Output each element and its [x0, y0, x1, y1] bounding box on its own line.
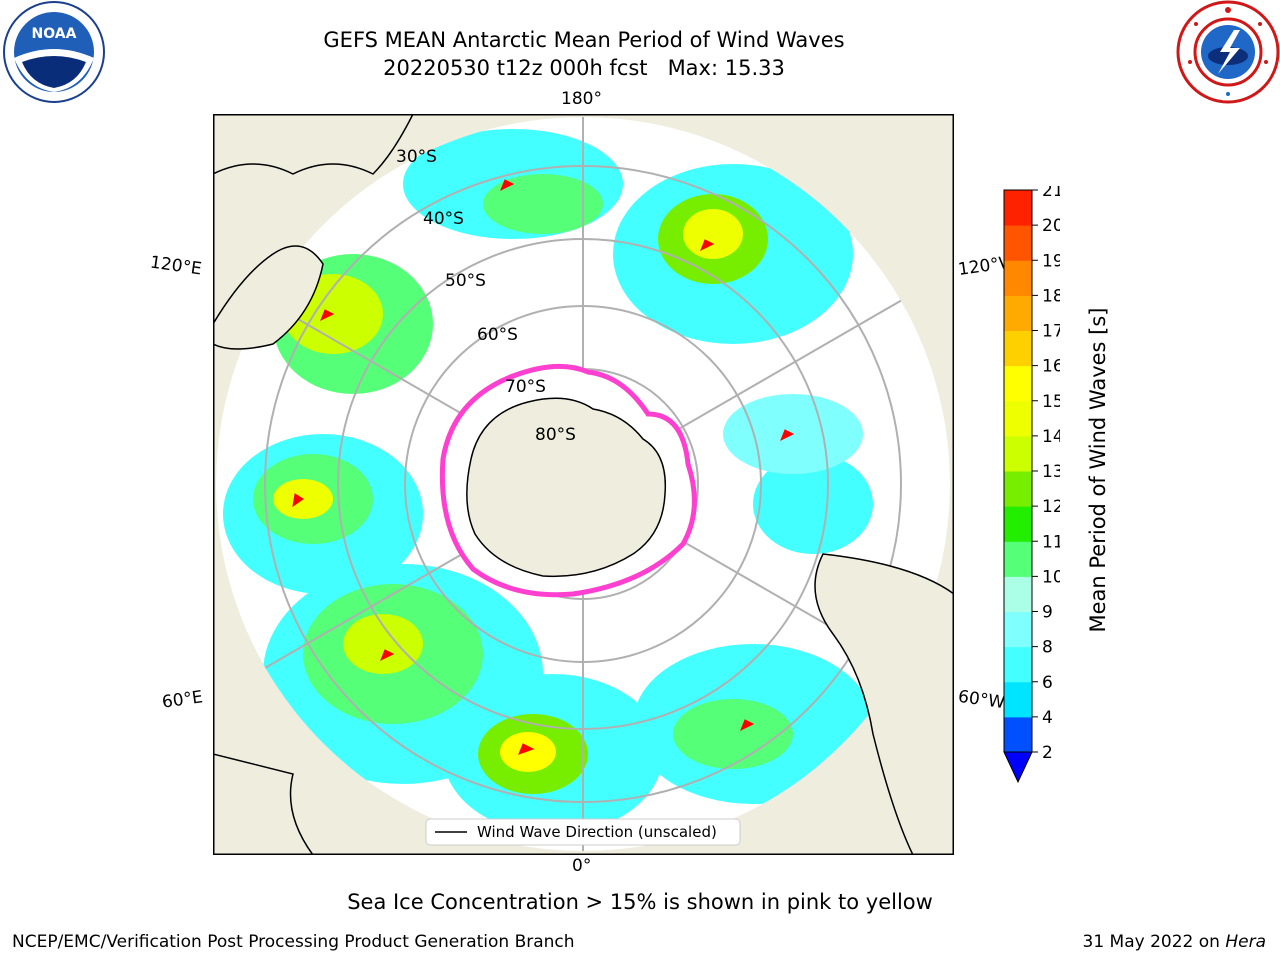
svg-text:NOAA: NOAA [32, 26, 77, 42]
colorbar-tick-label: 16 [1042, 357, 1060, 377]
wave-arrow [320, 309, 335, 322]
longitude-label-60e: 60°E [160, 687, 205, 713]
wave-direction-arrows [292, 179, 795, 755]
map-legend: Wind Wave Direction (unscaled) [425, 818, 741, 846]
colorbar-segment [1004, 260, 1032, 296]
wave-arrow [700, 239, 715, 252]
colorbar-tick-label: 14 [1042, 427, 1060, 447]
latitude-label-80s: 80°S [535, 425, 576, 445]
chart-title-line1: GEFS MEAN Antarctic Mean Period of Wind … [323, 28, 845, 52]
latitude-label-50s: 50°S [445, 271, 486, 291]
footer-branch: NCEP/EMC/Verification Post Processing Pr… [12, 932, 575, 952]
noaa-logo: NOAA [3, 1, 105, 103]
colorbar-segment [1004, 295, 1032, 331]
colorbar-tick-label: 6 [1042, 673, 1053, 693]
continents [213, 114, 954, 855]
colorbar-segment [1004, 611, 1032, 648]
wave-arrow [518, 743, 535, 755]
colorbar-tick-label: 12 [1042, 497, 1060, 517]
southeast-coast-continent [213, 753, 314, 855]
chart-title-line2: 20220530 t12z 000h fcst Max: 15.33 [383, 56, 785, 80]
wave-arrow [380, 649, 395, 662]
longitude-label-60w: 60°W [956, 686, 1007, 714]
colorbar-tick-label: 9 [1042, 603, 1053, 623]
latitude-label-40s: 40°S [423, 209, 464, 229]
colorbar-segments [1003, 189, 1033, 753]
map-border [213, 114, 954, 855]
colorbar-tick-label: 20 [1042, 216, 1060, 236]
colorbar-ticks: 2 4 6 8 9 10 11 12 13 14 15 16 17 18 19 20 21 [1032, 186, 1060, 763]
wave-arrow [292, 493, 304, 508]
footer-date: 31 May 2022 on Hera [1082, 932, 1267, 952]
colorbar-segment [1004, 365, 1032, 402]
colorbar-tick-label: 15 [1042, 392, 1060, 412]
colorbar-segment [1004, 471, 1032, 507]
colorbar-segment [1004, 435, 1032, 472]
colorbar-segment [1004, 400, 1032, 437]
colorbar-segment [1004, 541, 1032, 577]
latitude-label-30s: 30°S [396, 147, 437, 167]
longitude-label-0: 0° [572, 856, 592, 876]
australia-continent [213, 245, 324, 350]
sea-ice-footnote: Sea Ice Concentration > 15% is shown in … [347, 890, 933, 914]
colorbar-segment [1004, 506, 1032, 542]
colorbar-segment [1004, 225, 1032, 261]
antarctic-wave-period-map: 30°S 40°S 50°S 60°S 70°S 80°S Wind Wave … [213, 114, 954, 855]
wave-arrow [500, 179, 515, 192]
antarctica-landmass [439, 363, 697, 598]
longitude-label-180: 180° [561, 89, 602, 109]
longitude-label-120e: 120°E [148, 252, 203, 280]
colorbar-segment [1004, 716, 1032, 753]
national-weather-service-logo [1176, 0, 1280, 104]
colorbar-tick-label: 4 [1042, 708, 1053, 728]
latitude-label-60s: 60°S [477, 325, 518, 345]
south-america-continent [814, 553, 954, 855]
colorbar-tick-label: 8 [1042, 638, 1053, 658]
colorbar-segment [1004, 330, 1032, 367]
colorbar-tick-label: 13 [1042, 462, 1060, 482]
colorbar-label: Mean Period of Wind Waves [s] [1086, 307, 1110, 633]
colorbar-segment [1004, 646, 1032, 683]
colorbar-segment [1004, 576, 1032, 612]
colorbar-under-triangle [1003, 751, 1033, 784]
svg-text:Wind Wave Direction (unscaled): Wind Wave Direction (unscaled) [477, 823, 717, 841]
colorbar-tick-label: 21 [1042, 186, 1060, 201]
colorbar: 2 4 6 8 9 10 11 12 13 14 15 16 17 18 19 20 21 [1003, 186, 1060, 784]
colorbar-segment [1004, 190, 1032, 226]
colorbar-tick-label: 11 [1042, 532, 1060, 552]
africa-continent [213, 114, 414, 175]
colorbar-segment [1004, 681, 1032, 718]
colorbar-tick-label: 19 [1042, 251, 1060, 271]
colorbar-tick-label: 18 [1042, 286, 1060, 306]
wave-arrow [740, 719, 755, 732]
colorbar-tick-label: 2 [1042, 743, 1053, 763]
antarctica-coastline [466, 397, 667, 578]
wave-arrow [780, 429, 795, 442]
colorbar-tick-label: 10 [1042, 567, 1060, 587]
colorbar-tick-label: 17 [1042, 322, 1060, 342]
latitude-label-70s: 70°S [505, 377, 546, 397]
